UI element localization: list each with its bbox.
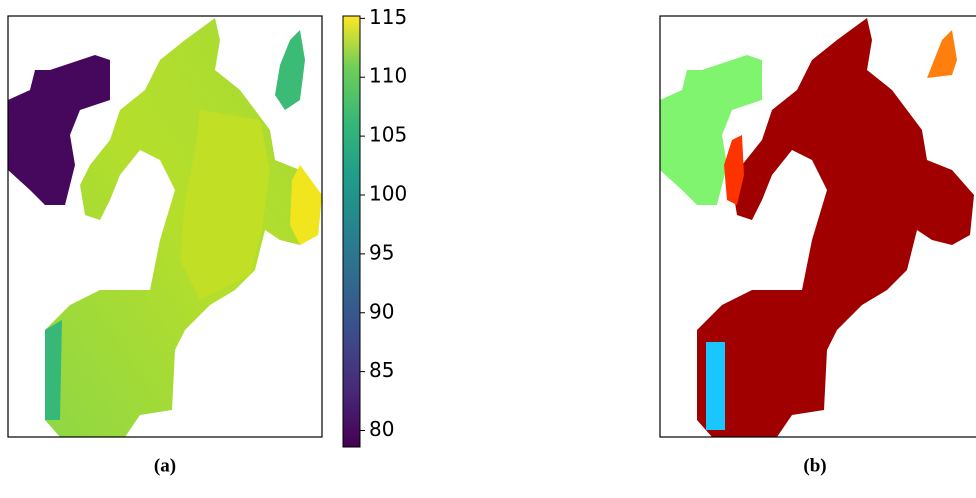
- field-region: [290, 165, 322, 245]
- panel-a: (a): [7, 15, 361, 476]
- segment: [724, 135, 744, 205]
- colorbar-tick-label: 115: [369, 5, 407, 29]
- colorbar-tick-label: 85: [369, 358, 394, 382]
- colorbar-tick-label: 105: [369, 123, 407, 147]
- colorbar-tick-label: 90: [369, 299, 394, 323]
- colorbar: [342, 15, 361, 448]
- colorbar-tick-label: 100: [369, 181, 407, 205]
- colorbar-tick-label: 95: [369, 240, 394, 264]
- segment: [927, 30, 957, 78]
- panel-b: (b): [659, 15, 976, 476]
- colorbar-tick-label: 110: [369, 64, 407, 88]
- plot-frame: [659, 15, 976, 438]
- colorbar-tick-label: 80: [369, 417, 394, 441]
- field-region: [180, 110, 270, 300]
- plot-frame: [7, 15, 323, 438]
- caption: (a): [154, 455, 176, 476]
- field-region: [45, 320, 62, 420]
- caption: (b): [803, 455, 826, 476]
- segment: [706, 342, 725, 430]
